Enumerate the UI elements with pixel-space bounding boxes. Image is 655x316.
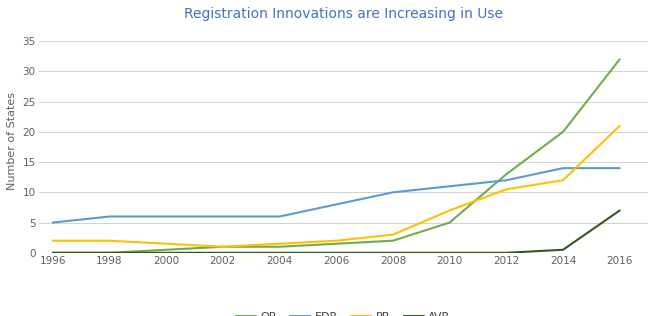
PR	[162, 242, 170, 246]
OR	[332, 242, 340, 246]
EDR	[616, 166, 624, 170]
PR	[219, 245, 227, 249]
OR	[616, 58, 624, 61]
PR	[389, 233, 397, 237]
PR	[559, 178, 567, 182]
EDR	[389, 191, 397, 194]
OR	[105, 251, 113, 255]
EDR	[105, 215, 113, 218]
AVR	[616, 209, 624, 212]
AVR	[332, 251, 340, 255]
AVR	[276, 251, 284, 255]
PR	[445, 209, 453, 212]
PR	[502, 187, 510, 191]
PR	[105, 239, 113, 243]
AVR	[559, 248, 567, 252]
Line: AVR: AVR	[52, 210, 620, 253]
OR	[445, 221, 453, 224]
EDR	[559, 166, 567, 170]
EDR	[502, 178, 510, 182]
OR	[162, 248, 170, 252]
AVR	[219, 251, 227, 255]
AVR	[502, 251, 510, 255]
Line: PR: PR	[52, 126, 620, 247]
OR	[559, 130, 567, 134]
EDR	[48, 221, 56, 224]
PR	[276, 242, 284, 246]
OR	[219, 245, 227, 249]
EDR	[162, 215, 170, 218]
EDR	[219, 215, 227, 218]
Title: Registration Innovations are Increasing in Use: Registration Innovations are Increasing …	[184, 7, 503, 21]
OR	[276, 245, 284, 249]
AVR	[445, 251, 453, 255]
EDR	[276, 215, 284, 218]
Line: EDR: EDR	[52, 168, 620, 222]
AVR	[105, 251, 113, 255]
OR	[502, 172, 510, 176]
Legend: OR, EDR, PR, AVR: OR, EDR, PR, AVR	[232, 307, 455, 316]
AVR	[162, 251, 170, 255]
EDR	[445, 184, 453, 188]
PR	[48, 239, 56, 243]
AVR	[48, 251, 56, 255]
OR	[48, 251, 56, 255]
PR	[616, 124, 624, 128]
Line: OR: OR	[52, 59, 620, 253]
EDR	[332, 203, 340, 206]
PR	[332, 239, 340, 243]
OR	[389, 239, 397, 243]
Y-axis label: Number of States: Number of States	[7, 92, 17, 190]
AVR	[389, 251, 397, 255]
